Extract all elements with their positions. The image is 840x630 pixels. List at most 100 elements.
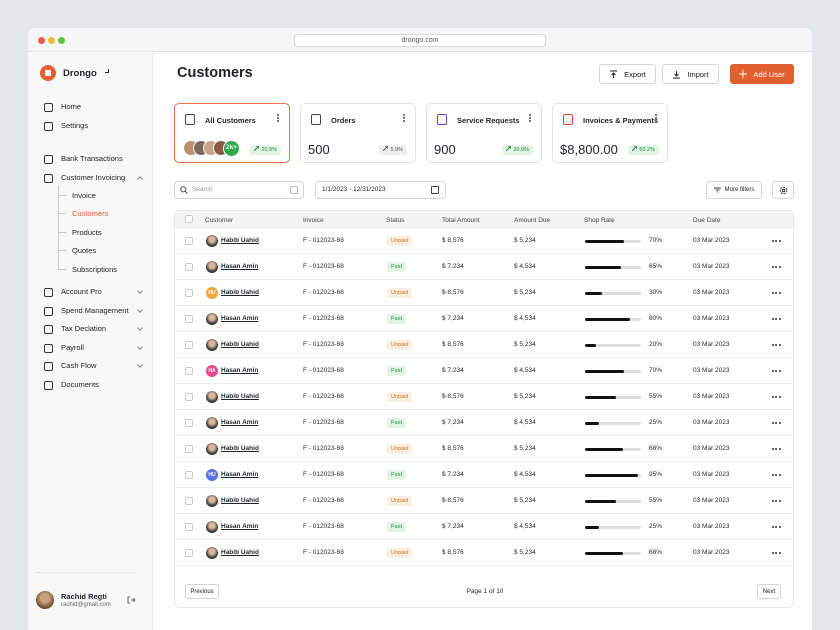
row-menu[interactable] (772, 396, 781, 398)
avatar-photo (206, 339, 218, 351)
card-menu[interactable] (529, 114, 531, 122)
close-dot[interactable] (38, 37, 45, 44)
select-all[interactable] (185, 215, 193, 223)
nav-item[interactable]: Tax Declation (61, 324, 107, 333)
nav-item[interactable]: Payroll (61, 342, 84, 352)
stat-card[interactable]: Invoices & Payments $8,800.00 60.2% (552, 103, 668, 163)
row-checkbox[interactable] (185, 289, 193, 297)
customer-name[interactable]: Habib Uahid (221, 289, 259, 296)
nav-chevron[interactable] (137, 362, 143, 368)
row-checkbox[interactable] (185, 419, 193, 427)
stat-card[interactable]: All Customers 2k+ 20.9% (174, 103, 290, 163)
customer-name[interactable]: Hasan Amin (221, 523, 259, 530)
sub-nav-item[interactable]: Invoice (72, 191, 96, 200)
table-row[interactable]: Hasan Amin F - 012023-68 Paid $ 7,234 $ 4,53… (175, 409, 793, 435)
more-filters-button[interactable]: More filters (706, 181, 762, 199)
table-row[interactable]: Hasan Amin F - 012023-68 Paid $ 7,234 $ 4,53… (175, 305, 793, 331)
url-bar[interactable]: drongo.com (294, 34, 546, 47)
customer-name[interactable]: Hasan Amin (221, 471, 259, 478)
customer-name[interactable]: Habib Uahid (221, 341, 259, 348)
table-row[interactable]: Hasan Amin F - 012023-68 Paid $ 7,234 $ 4,53… (175, 513, 793, 539)
row-menu[interactable] (772, 422, 781, 424)
sub-nav-item[interactable]: Quotes (72, 246, 97, 256)
table-row[interactable]: HA Hasan Amin F - 012023-68 Paid $ 7,234 $ 4,… (175, 357, 793, 383)
table-row[interactable]: Habib Uahid F - 012023-68 Unpaid $ 8,576 $ 5… (175, 227, 793, 253)
brand-chevron[interactable] (105, 69, 109, 73)
card-menu[interactable] (277, 114, 279, 122)
row-checkbox[interactable] (185, 445, 193, 453)
table-row[interactable]: Habib Uahid F - 012023-68 Unpaid $ 8,576 $ 5… (175, 539, 793, 565)
row-menu[interactable] (772, 500, 781, 502)
sub-nav-item[interactable]: Subscriptions (72, 264, 118, 274)
table-row[interactable]: HU Habib Uahid F - 012023-68 Unpaid $ 8,576 $… (175, 279, 793, 305)
table-row[interactable]: Habib Uahid F - 012023-68 Unpaid $ 8,576 $ 5… (175, 331, 793, 357)
table-row[interactable]: HU Hasan Amin F - 012023-68 Paid $ 7,234 $ 4,… (175, 461, 793, 487)
row-checkbox[interactable] (185, 523, 193, 531)
row-menu[interactable] (772, 292, 781, 294)
nav-item[interactable]: Cash Flow (61, 361, 97, 370)
row-menu[interactable] (772, 474, 781, 476)
customer-name[interactable]: Hasan Amin (221, 419, 259, 426)
customer-name[interactable]: Habib Uahid (221, 237, 259, 244)
next-button[interactable]: Next (757, 584, 781, 599)
card-menu[interactable] (655, 114, 657, 122)
logout-icon[interactable] (126, 595, 136, 605)
due-date: 03 Mar 2023 (693, 445, 730, 452)
nav-chevron[interactable] (137, 325, 143, 331)
customer-name[interactable]: Habib Uahid (221, 549, 259, 556)
nav-item[interactable]: Spend Management (61, 305, 129, 315)
stat-card[interactable]: Orders 500 5.9% (300, 103, 416, 163)
row-checkbox[interactable] (185, 471, 193, 479)
import-button[interactable]: Import (662, 64, 719, 84)
nav-chevron[interactable] (137, 175, 143, 182)
nav-item[interactable]: Home (61, 102, 82, 111)
customer-name[interactable]: Habib Uahid (221, 393, 259, 400)
nav-chevron[interactable] (137, 343, 143, 350)
minimize-dot[interactable] (48, 37, 55, 44)
add-user-button[interactable]: Add User (730, 64, 794, 84)
customer-name[interactable]: Hasan Amin (221, 367, 259, 374)
customer-name[interactable]: Habib Uahid (221, 497, 259, 504)
nav-item[interactable]: Documents (61, 379, 99, 389)
customer-name[interactable]: Habib Uahid (221, 445, 259, 452)
nav-item[interactable]: Customer Invoicing (61, 172, 126, 182)
row-checkbox[interactable] (185, 263, 193, 271)
row-menu[interactable] (772, 552, 781, 554)
brand-name[interactable]: Drongo (63, 68, 97, 79)
settings-button[interactable] (772, 181, 794, 199)
row-menu[interactable] (772, 526, 781, 528)
nav-chevron[interactable] (137, 306, 143, 313)
row-checkbox[interactable] (185, 237, 193, 245)
sub-nav-item[interactable]: Products (72, 227, 102, 237)
customer-name[interactable]: Hasan Amin (221, 263, 259, 270)
table-row[interactable]: Habib Uahid F - 012023-68 Unpaid $ 8,576 $ 5… (175, 383, 793, 409)
customer-name[interactable]: Hasan Amin (221, 315, 259, 322)
sub-nav-item[interactable]: Customers (72, 209, 109, 219)
export-button[interactable]: Export (599, 64, 656, 84)
row-menu[interactable] (772, 240, 781, 242)
row-checkbox[interactable] (185, 497, 193, 505)
row-menu[interactable] (772, 344, 781, 346)
row-checkbox[interactable] (185, 367, 193, 375)
nav-chevron[interactable] (137, 288, 143, 294)
table-row[interactable]: Habib Uahid F - 012023-68 Unpaid $ 8,576 $ 5… (175, 435, 793, 461)
search-input[interactable]: Search (174, 181, 304, 199)
row-menu[interactable] (772, 448, 781, 450)
row-checkbox[interactable] (185, 341, 193, 349)
zoom-dot[interactable] (58, 37, 65, 44)
row-checkbox[interactable] (185, 393, 193, 401)
card-menu[interactable] (403, 114, 405, 122)
nav-item[interactable]: Settings (61, 120, 89, 130)
row-menu[interactable] (772, 266, 781, 268)
table-row[interactable]: Hasan Amin F - 012023-68 Paid $ 7,234 $ 4,53… (175, 253, 793, 279)
row-checkbox[interactable] (185, 549, 193, 557)
table-row[interactable]: Habib Uahid F - 012023-68 Unpaid $ 8,576 $ 5… (175, 487, 793, 513)
stat-card[interactable]: Service Requests 900 20.9% (426, 103, 542, 163)
previous-button[interactable]: Previous (185, 584, 219, 599)
row-menu[interactable] (772, 370, 781, 372)
row-checkbox[interactable] (185, 315, 193, 323)
nav-item[interactable]: Account Pro (61, 287, 102, 296)
date-range-picker[interactable]: 1/1/2023 - 12/31/2023 (315, 181, 446, 199)
row-menu[interactable] (772, 318, 781, 320)
nav-item[interactable]: Bank Transactions (61, 154, 123, 163)
